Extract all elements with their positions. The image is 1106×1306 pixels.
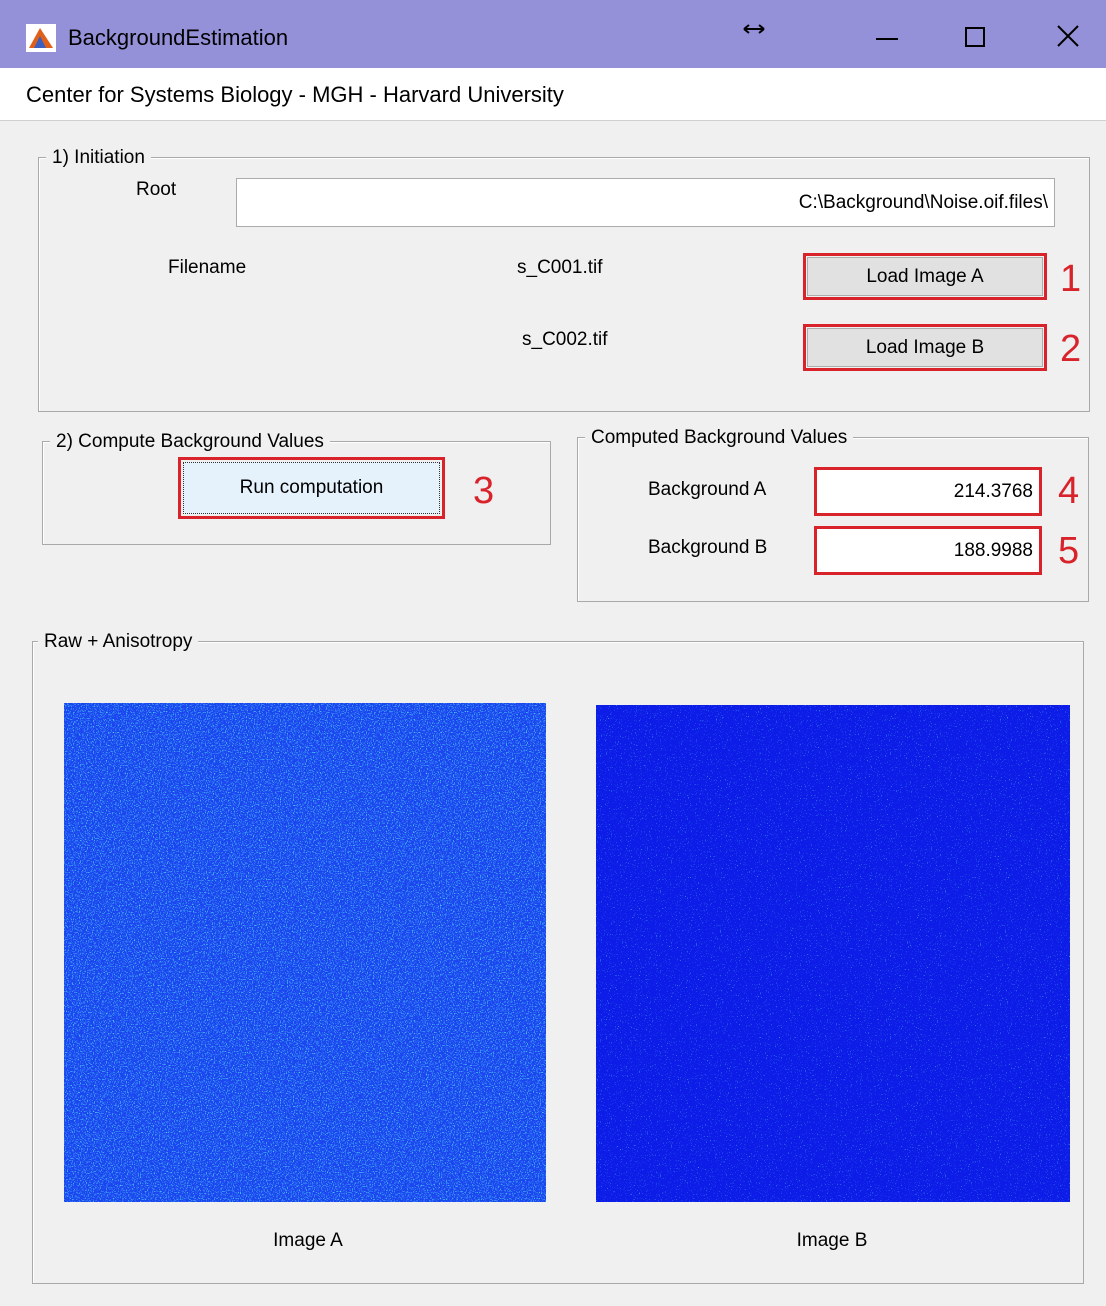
results-panel [577,437,1089,602]
background-b-field[interactable]: 188.9988 [814,526,1042,575]
root-label: Root [136,180,176,199]
app-icon [26,24,56,52]
file-a: s_C001.tif [517,258,603,277]
run-button[interactable]: Run computation [183,462,440,514]
marker: 2 [1060,330,1081,368]
background-a-label: Background A [648,480,766,499]
marker: 1 [1060,260,1081,298]
marker: 4 [1058,472,1079,510]
panel-legend: 2) Compute Background Values [50,432,330,451]
panel-legend: Computed Background Values [585,428,853,447]
image-views [64,703,1070,1203]
image-b-caption: Image B [797,1231,868,1250]
marker: 3 [473,472,494,510]
window-title: BackgroundEstimation [68,27,288,49]
image-a [64,703,546,1202]
image-a-caption: Image A [273,1231,343,1250]
title-bar: BackgroundEstimation [0,0,1106,68]
app-window: BackgroundEstimation Center for Systems … [0,0,1106,1306]
panel-legend: 1) Initiation [46,148,151,167]
load-a-button[interactable]: Load Image A [807,257,1043,296]
root-field[interactable]: C:\Background\Noise.oif.files\ [236,178,1055,227]
background-a-field[interactable]: 214.3768 [814,467,1042,516]
window-controls[interactable] [740,20,1090,54]
subtitle: Center for Systems Biology - MGH - Harva… [26,84,564,106]
header-bar: Center for Systems Biology - MGH - Harva… [0,68,1106,121]
panel-legend: Raw + Anisotropy [38,632,198,651]
load-b-button[interactable]: Load Image B [807,328,1043,367]
image-b [596,705,1070,1202]
filename-label: Filename [168,258,246,277]
background-b-label: Background B [648,538,767,557]
file-b: s_C002.tif [522,330,608,349]
marker: 5 [1058,532,1079,570]
